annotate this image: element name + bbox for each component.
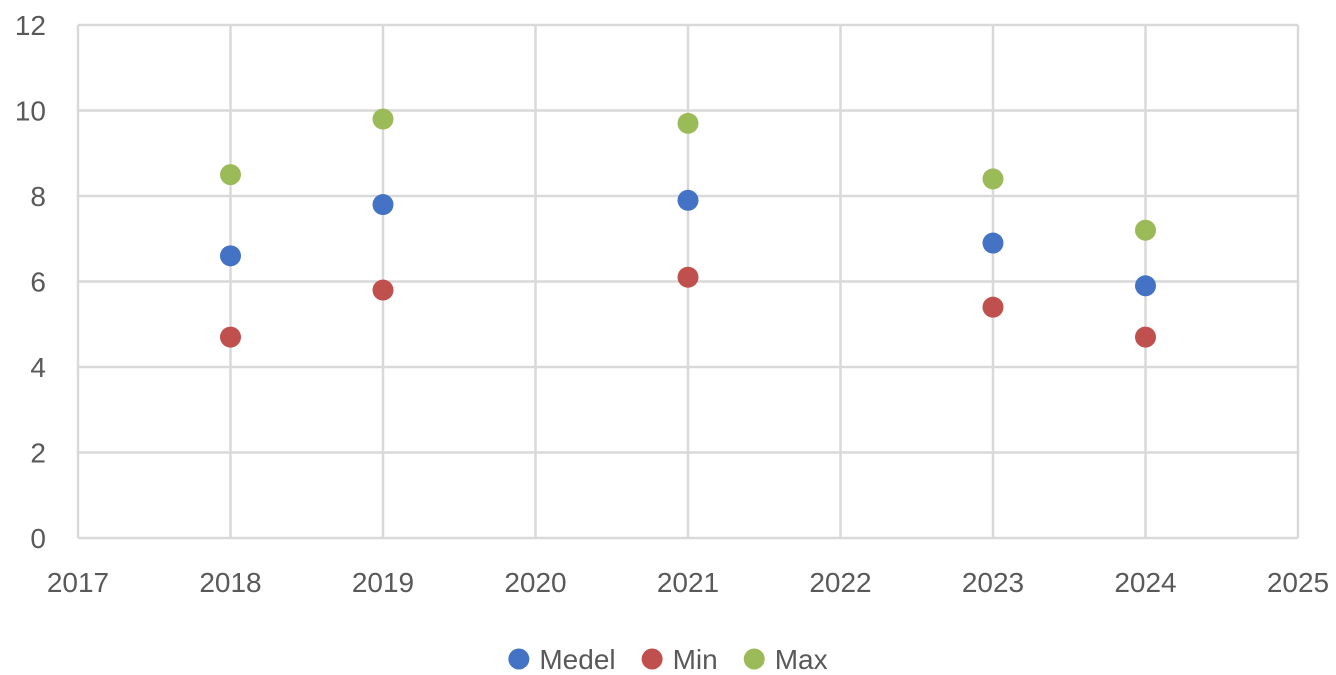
chart-legend: Medel Min Max xyxy=(508,644,828,675)
x-tick-label: 2017 xyxy=(47,567,109,598)
legend-label-max: Max xyxy=(775,644,828,675)
point-min xyxy=(372,279,394,301)
legend-marker-max xyxy=(743,648,765,670)
y-tick-label: 0 xyxy=(30,523,46,554)
point-min xyxy=(677,266,699,288)
x-tick-label: 2018 xyxy=(199,567,261,598)
x-tick-label: 2020 xyxy=(504,567,566,598)
point-max xyxy=(372,108,394,130)
chart-points xyxy=(220,108,1156,348)
point-min xyxy=(982,296,1004,318)
legend-label-min: Min xyxy=(673,644,718,675)
x-tick-label: 2019 xyxy=(352,567,414,598)
legend-marker-min xyxy=(641,648,663,670)
x-tick-label: 2022 xyxy=(809,567,871,598)
point-max xyxy=(220,164,241,186)
x-tick-label: 2021 xyxy=(657,567,719,598)
x-tick-label: 2025 xyxy=(1267,567,1329,598)
point-max xyxy=(1135,219,1156,241)
x-axis: 2017 2018 2019 2020 2021 2022 2023 2024 2025 xyxy=(47,567,1329,598)
x-tick-label: 2024 xyxy=(1114,567,1176,598)
point-min xyxy=(1135,326,1156,348)
x-tick-label: 2023 xyxy=(962,567,1024,598)
point-min xyxy=(220,326,241,348)
y-tick-label: 6 xyxy=(30,267,46,298)
y-axis: 0 2 4 6 8 10 12 xyxy=(15,10,46,554)
y-tick-label: 4 xyxy=(30,352,46,383)
point-medel xyxy=(372,194,394,216)
point-medel xyxy=(982,232,1004,254)
point-max xyxy=(982,168,1004,190)
y-tick-label: 10 xyxy=(15,96,46,127)
point-medel xyxy=(220,245,241,267)
legend-marker-medel xyxy=(508,648,530,670)
point-medel xyxy=(677,189,699,211)
point-medel xyxy=(1135,275,1156,297)
legend-label-medel: Medel xyxy=(539,644,615,675)
y-tick-label: 2 xyxy=(30,438,46,469)
y-tick-label: 12 xyxy=(15,10,46,41)
y-tick-label: 8 xyxy=(30,181,46,212)
point-max xyxy=(677,112,699,134)
